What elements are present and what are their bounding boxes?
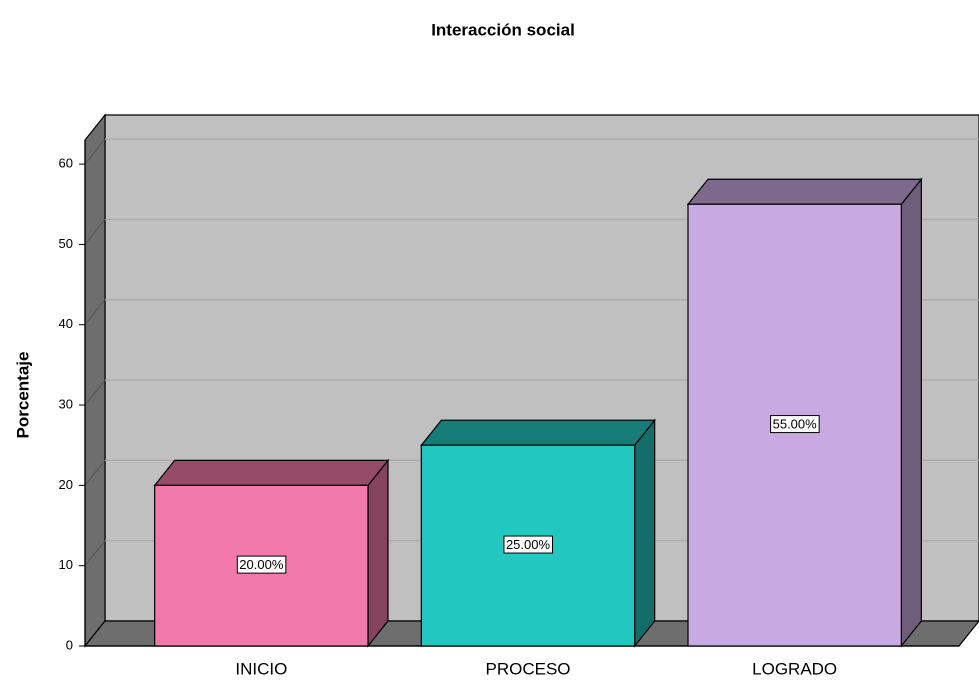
x-tick-label: LOGRADO [752,659,837,678]
data-label: 20.00% [239,557,284,572]
y-tick-label: 30 [59,396,73,411]
y-tick-label: 10 [59,557,73,572]
data-label-box [503,535,553,554]
y-tick-label: 60 [59,156,73,171]
x-tick-label: INICIO [235,659,287,678]
side-wall [84,113,106,648]
y-tick-label: 50 [59,236,73,251]
y-tick-label: 20 [59,477,73,492]
chart-title: Interacción social [431,20,575,39]
bar-top [420,419,656,446]
grid-line [84,299,106,326]
grid-line [84,540,106,566]
x-tick-label: PROCESO [485,659,570,678]
grid-line [84,379,106,406]
bar-top [686,178,923,205]
data-label-box [770,415,820,434]
y-axis-label: Porcentaje [13,352,32,439]
y-tick-label: 40 [59,316,73,331]
y-tick-label: 0 [66,637,73,652]
grid-line [84,219,106,245]
bar-side [367,458,389,648]
bar-side [634,418,656,648]
data-label-box [236,555,287,574]
bar-top [153,459,390,486]
grid-line [84,138,106,165]
grid-line [84,460,106,486]
data-label: 55.00% [773,417,818,432]
bar-side [900,177,922,648]
data-label: 25.00% [506,537,551,552]
